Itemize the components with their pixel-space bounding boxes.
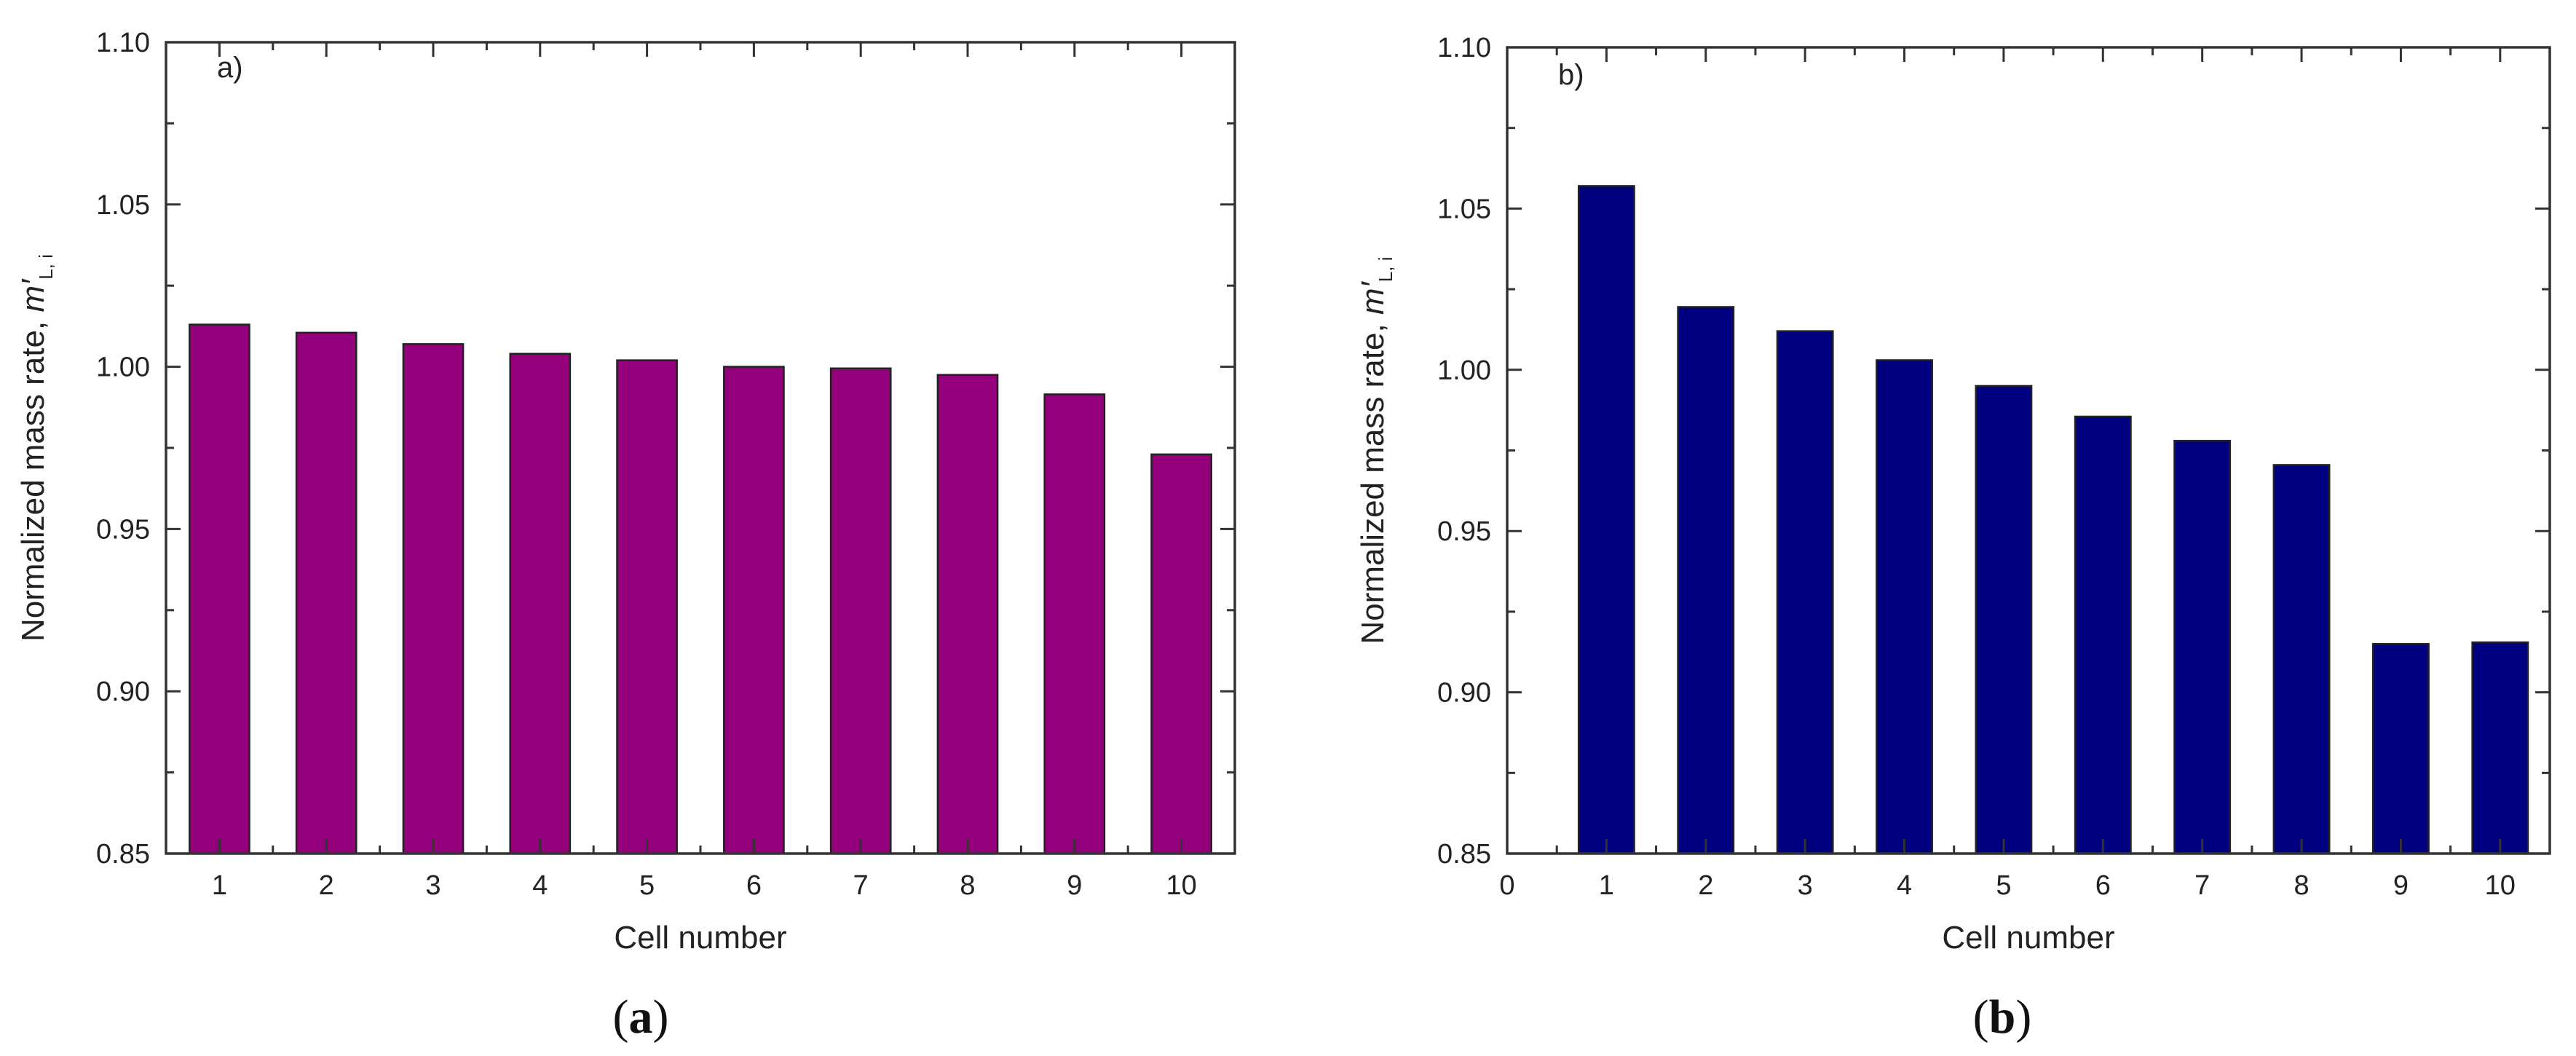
x-axis-title: Cell number bbox=[1942, 920, 2114, 955]
y-tick-label: 1.00 bbox=[1437, 355, 1491, 386]
bar-cell-4 bbox=[509, 352, 572, 855]
y-tick-label: 1.10 bbox=[1437, 33, 1491, 63]
bar-cell-1 bbox=[1577, 185, 1635, 855]
panel-caption: (a) bbox=[613, 990, 669, 1044]
x-tick-label: 5 bbox=[1996, 870, 2011, 901]
bar-cell-9 bbox=[2371, 642, 2430, 855]
x-tick-label: 2 bbox=[319, 870, 334, 901]
x-tick-label: 6 bbox=[746, 870, 762, 901]
x-tick-label: 8 bbox=[2293, 870, 2309, 901]
y-tick-label: 0.85 bbox=[1437, 839, 1491, 870]
chart-b: 0.85 0.90 0.95 1.00 1.05 1.10 0 1 2 3 4 5 6 7 8 9 10 Cell… bbox=[1355, 33, 2551, 1044]
bar-cell-7 bbox=[829, 367, 892, 855]
x-tick-label: 10 bbox=[2485, 870, 2516, 901]
panel-tag: a) bbox=[217, 52, 243, 84]
bar-cell-10 bbox=[1150, 453, 1212, 855]
bar-cell-1 bbox=[189, 323, 250, 855]
chart-a: 0.85 0.90 0.95 1.00 1.05 1.10 1 2 3 4 5 6 7 8 9 10 Cell … bbox=[15, 28, 1236, 1044]
x-tick-label: 6 bbox=[2095, 870, 2111, 901]
bar-cell-4 bbox=[1876, 359, 1933, 855]
x-tick-label: 5 bbox=[639, 870, 655, 901]
y-tick-label: 0.95 bbox=[96, 514, 150, 545]
x-tick-label: 0 bbox=[1499, 870, 1514, 901]
bar-cell-6 bbox=[723, 366, 785, 855]
bar-cell-9 bbox=[1043, 393, 1106, 855]
bar-cell-8 bbox=[2272, 464, 2331, 855]
y-tick-label: 1.05 bbox=[96, 190, 150, 221]
x-tick-label: 7 bbox=[2194, 870, 2210, 901]
bar-cell-5 bbox=[1975, 385, 2033, 855]
bar-cell-10 bbox=[2471, 641, 2529, 855]
x-tick-label: 1 bbox=[212, 870, 227, 901]
y-tick-label: 0.90 bbox=[1437, 678, 1491, 709]
bar-cell-2 bbox=[295, 331, 357, 855]
x-tick-label: 9 bbox=[1067, 870, 1082, 901]
x-axis-title: Cell number bbox=[614, 920, 786, 955]
x-tick-label: 9 bbox=[2393, 870, 2409, 901]
x-tick-label: 4 bbox=[532, 870, 548, 901]
x-tick-label: 1 bbox=[1599, 870, 1614, 901]
y-tick-label: 0.90 bbox=[96, 677, 150, 707]
x-tick-label: 2 bbox=[1698, 870, 1713, 901]
bar-cell-2 bbox=[1677, 306, 1735, 855]
x-tick-label: 4 bbox=[1897, 870, 1912, 901]
y-axis-title: Normalized mass rate, m′L, i bbox=[1355, 257, 1396, 645]
x-tick-label: 3 bbox=[425, 870, 440, 901]
bar-cell-8 bbox=[936, 374, 999, 855]
y-tick-label: 1.05 bbox=[1437, 194, 1491, 224]
bar-cell-7 bbox=[2173, 439, 2232, 855]
bar-cell-6 bbox=[2074, 415, 2132, 855]
x-tick-label: 10 bbox=[1166, 870, 1196, 901]
y-axis-title: Normalized mass rate, m′L, i bbox=[15, 254, 57, 642]
bar-cell-3 bbox=[402, 343, 465, 855]
bar-cell-5 bbox=[616, 359, 678, 855]
panel-tag: b) bbox=[1558, 59, 1584, 91]
y-tick-label: 0.95 bbox=[1437, 516, 1491, 547]
y-tick-label: 1.00 bbox=[96, 352, 150, 383]
bar-cell-3 bbox=[1776, 330, 1834, 855]
x-tick-label: 7 bbox=[853, 870, 869, 901]
y-tick-label: 0.85 bbox=[96, 839, 150, 870]
x-tick-label: 8 bbox=[960, 870, 975, 901]
x-tick-label: 3 bbox=[1798, 870, 1813, 901]
y-tick-label: 1.10 bbox=[96, 28, 150, 58]
panel-caption: (b) bbox=[1973, 990, 2032, 1044]
